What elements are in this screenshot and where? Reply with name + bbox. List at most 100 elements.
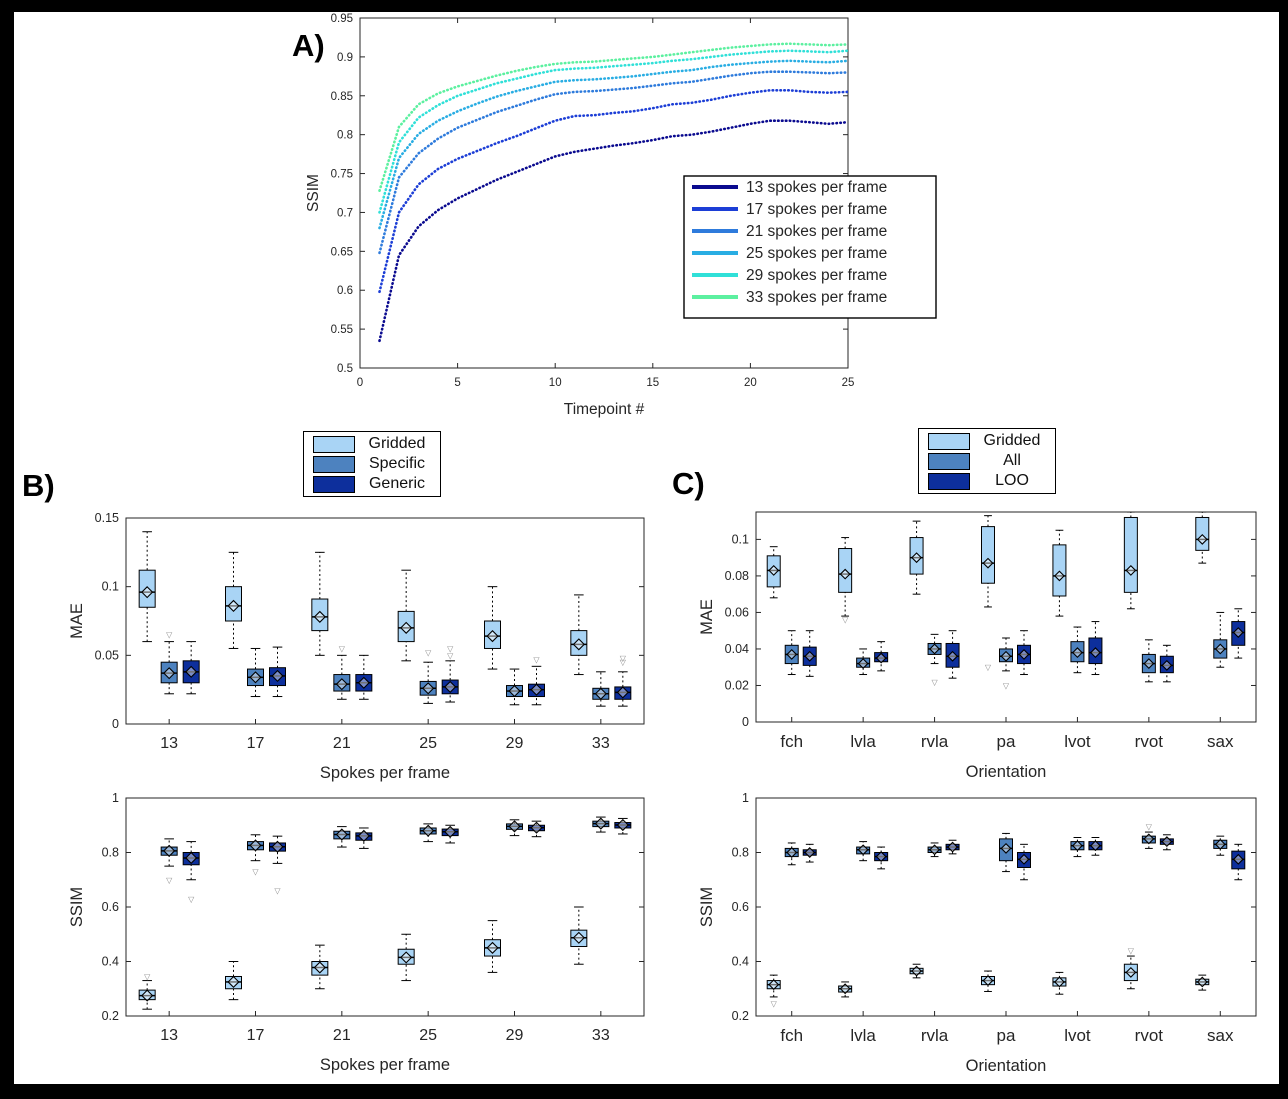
- x-category-label: 13: [160, 735, 178, 752]
- panel-b-mae-boxplot: 0 0.05 0.1 0.15 Spokes per frame MAE 13 17 21 25 2…: [68, 511, 645, 782]
- y-axis-title: SSIM: [68, 887, 86, 927]
- mean-diamond: [1196, 533, 1208, 545]
- outlier-marker: ▽: [931, 678, 938, 687]
- mean-diamond: [508, 684, 521, 698]
- x-axis-title: Spokes per frame: [320, 764, 450, 782]
- box: [570, 630, 588, 656]
- series-line: [378, 59, 848, 230]
- y-tick-label: 0.8: [337, 130, 353, 142]
- mean-diamond: [163, 667, 176, 680]
- mean-diamond: [911, 965, 923, 977]
- y-tick-label: 0: [112, 717, 119, 731]
- frame-border-right: [1279, 0, 1288, 1099]
- mean-diamond: [400, 621, 413, 634]
- y-axis-title: MAE: [698, 599, 716, 635]
- x-category-label: fch: [780, 732, 803, 751]
- outlier-marker: ▽: [620, 658, 627, 667]
- outlier-marker: ▽: [620, 654, 627, 663]
- box: [138, 569, 156, 608]
- x-axis-title: Orientation: [966, 763, 1047, 781]
- y-tick-label: 0.75: [331, 169, 353, 181]
- outlier-marker: ▽: [166, 876, 173, 885]
- x-category-label: 21: [333, 1027, 351, 1044]
- outlier-marker: ▽: [1128, 947, 1135, 956]
- x-axis-title: Timepoint #: [564, 401, 645, 418]
- panel-c-mae-boxplot: 0 0.02 0.04 0.06 0.08 0.1 Orientation MAE fch lvl…: [698, 511, 1257, 781]
- box: [333, 674, 351, 692]
- y-tick-label: 0.65: [331, 246, 353, 258]
- legend-row: All: [928, 452, 1046, 470]
- box: [874, 652, 889, 663]
- x-category-label: 17: [247, 735, 265, 752]
- box: [397, 610, 415, 643]
- mean-diamond: [1196, 976, 1208, 988]
- mean-diamond: [804, 650, 816, 662]
- plot-frame: [125, 797, 645, 1017]
- x-category-label: pa: [997, 732, 1016, 751]
- x-axis-title: Spokes per frame: [320, 1056, 450, 1074]
- series-line: [378, 89, 848, 294]
- mean-diamond: [1143, 833, 1155, 845]
- mean-diamond: [1214, 838, 1226, 850]
- x-tick-label: 25: [842, 377, 855, 389]
- mean-diamond: [357, 829, 370, 842]
- mean-diamond: [1214, 643, 1226, 655]
- plot-frame: [755, 797, 1257, 1017]
- y-tick-label: 0.85: [331, 91, 353, 103]
- y-tick-label: 0: [742, 715, 749, 729]
- mean-diamond: [839, 983, 851, 995]
- x-category-label: 17: [247, 1027, 265, 1044]
- outlier-marker: ▽: [144, 972, 151, 981]
- mean-diamond: [530, 821, 543, 834]
- mean-diamond: [804, 847, 816, 858]
- mean-diamond: [982, 975, 994, 987]
- panel-c-legend: Gridded All LOO: [918, 428, 1056, 494]
- mean-diamond: [422, 824, 435, 837]
- series-group: [378, 42, 848, 343]
- mean-diamond: [141, 586, 154, 599]
- y-tick-label: 0.5: [337, 363, 353, 375]
- x-category-label: rvot: [1135, 1026, 1164, 1045]
- x-category-label: lvot: [1064, 1026, 1091, 1045]
- mean-diamond: [911, 552, 923, 564]
- box: [311, 598, 329, 632]
- mean-diamond: [227, 599, 240, 612]
- box: [999, 838, 1013, 862]
- legend-label: 33 spokes per frame: [746, 289, 887, 306]
- mean-diamond: [875, 652, 887, 664]
- outlier-marker: ▽: [842, 616, 849, 625]
- x-axis-title: Orientation: [966, 1057, 1047, 1075]
- outlier-marker: ▽: [1146, 823, 1153, 832]
- y-tick-label: 0.4: [732, 955, 749, 969]
- mean-diamond: [1125, 564, 1137, 576]
- panel-c-ssim-boxplot: 0.2 0.4 0.6 0.8 1 Orientation SSIM fch lvla rvla p…: [698, 791, 1257, 1075]
- mean-diamond: [335, 828, 348, 841]
- panel-a-label: A): [292, 28, 325, 63]
- outlier-marker: ▽: [985, 663, 992, 672]
- outlier-marker: ▽: [188, 895, 195, 904]
- box: [838, 548, 853, 593]
- legend-row: Gridded: [313, 435, 431, 453]
- mean-diamond: [422, 682, 435, 695]
- mean-diamond: [929, 643, 941, 655]
- y-tick-label: 0.08: [725, 569, 749, 583]
- legend-label: 25 spokes per frame: [746, 245, 887, 262]
- outlier-marker: ▽: [1003, 681, 1010, 690]
- box: [945, 642, 960, 668]
- mean-diamond: [271, 669, 284, 683]
- box: [909, 537, 924, 575]
- box: [1159, 655, 1174, 674]
- outlier-marker: ▽: [166, 631, 173, 640]
- mean-diamond: [185, 665, 198, 678]
- mean-diamond: [271, 840, 284, 853]
- mean-diamond: [530, 683, 543, 696]
- box: [1052, 544, 1067, 597]
- x-tick-label: 15: [646, 377, 659, 389]
- box-group: ▽ ▽ ▽: [766, 823, 1246, 1009]
- x-tick-label: 10: [549, 377, 562, 389]
- legend-label: All: [1003, 452, 1021, 469]
- x-category-label: 29: [506, 735, 524, 752]
- y-tick-label: 0.2: [102, 1009, 119, 1023]
- legend-label: Specific: [368, 455, 426, 472]
- mean-diamond: [185, 851, 198, 865]
